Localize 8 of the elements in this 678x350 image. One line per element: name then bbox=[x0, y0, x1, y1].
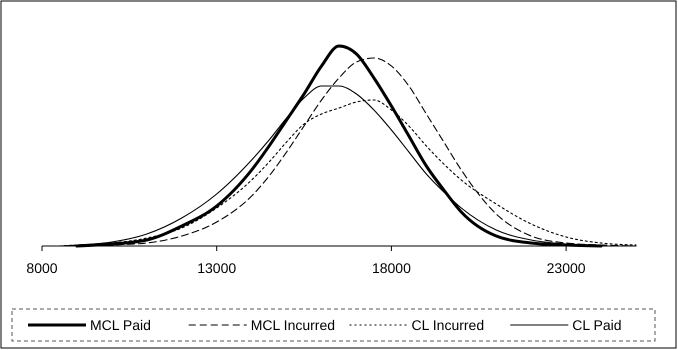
x-tick-label: 18000 bbox=[372, 260, 412, 276]
x-tick-label: 23000 bbox=[546, 260, 586, 276]
legend-label: MCL Paid bbox=[90, 317, 151, 333]
legend-label: MCL Incurred bbox=[250, 317, 336, 333]
x-tick-label: 13000 bbox=[197, 260, 236, 276]
legend-label: CL Paid bbox=[572, 317, 622, 333]
legend-label: CL Incurred bbox=[412, 317, 484, 333]
x-tick-label: 8000 bbox=[26, 260, 58, 276]
